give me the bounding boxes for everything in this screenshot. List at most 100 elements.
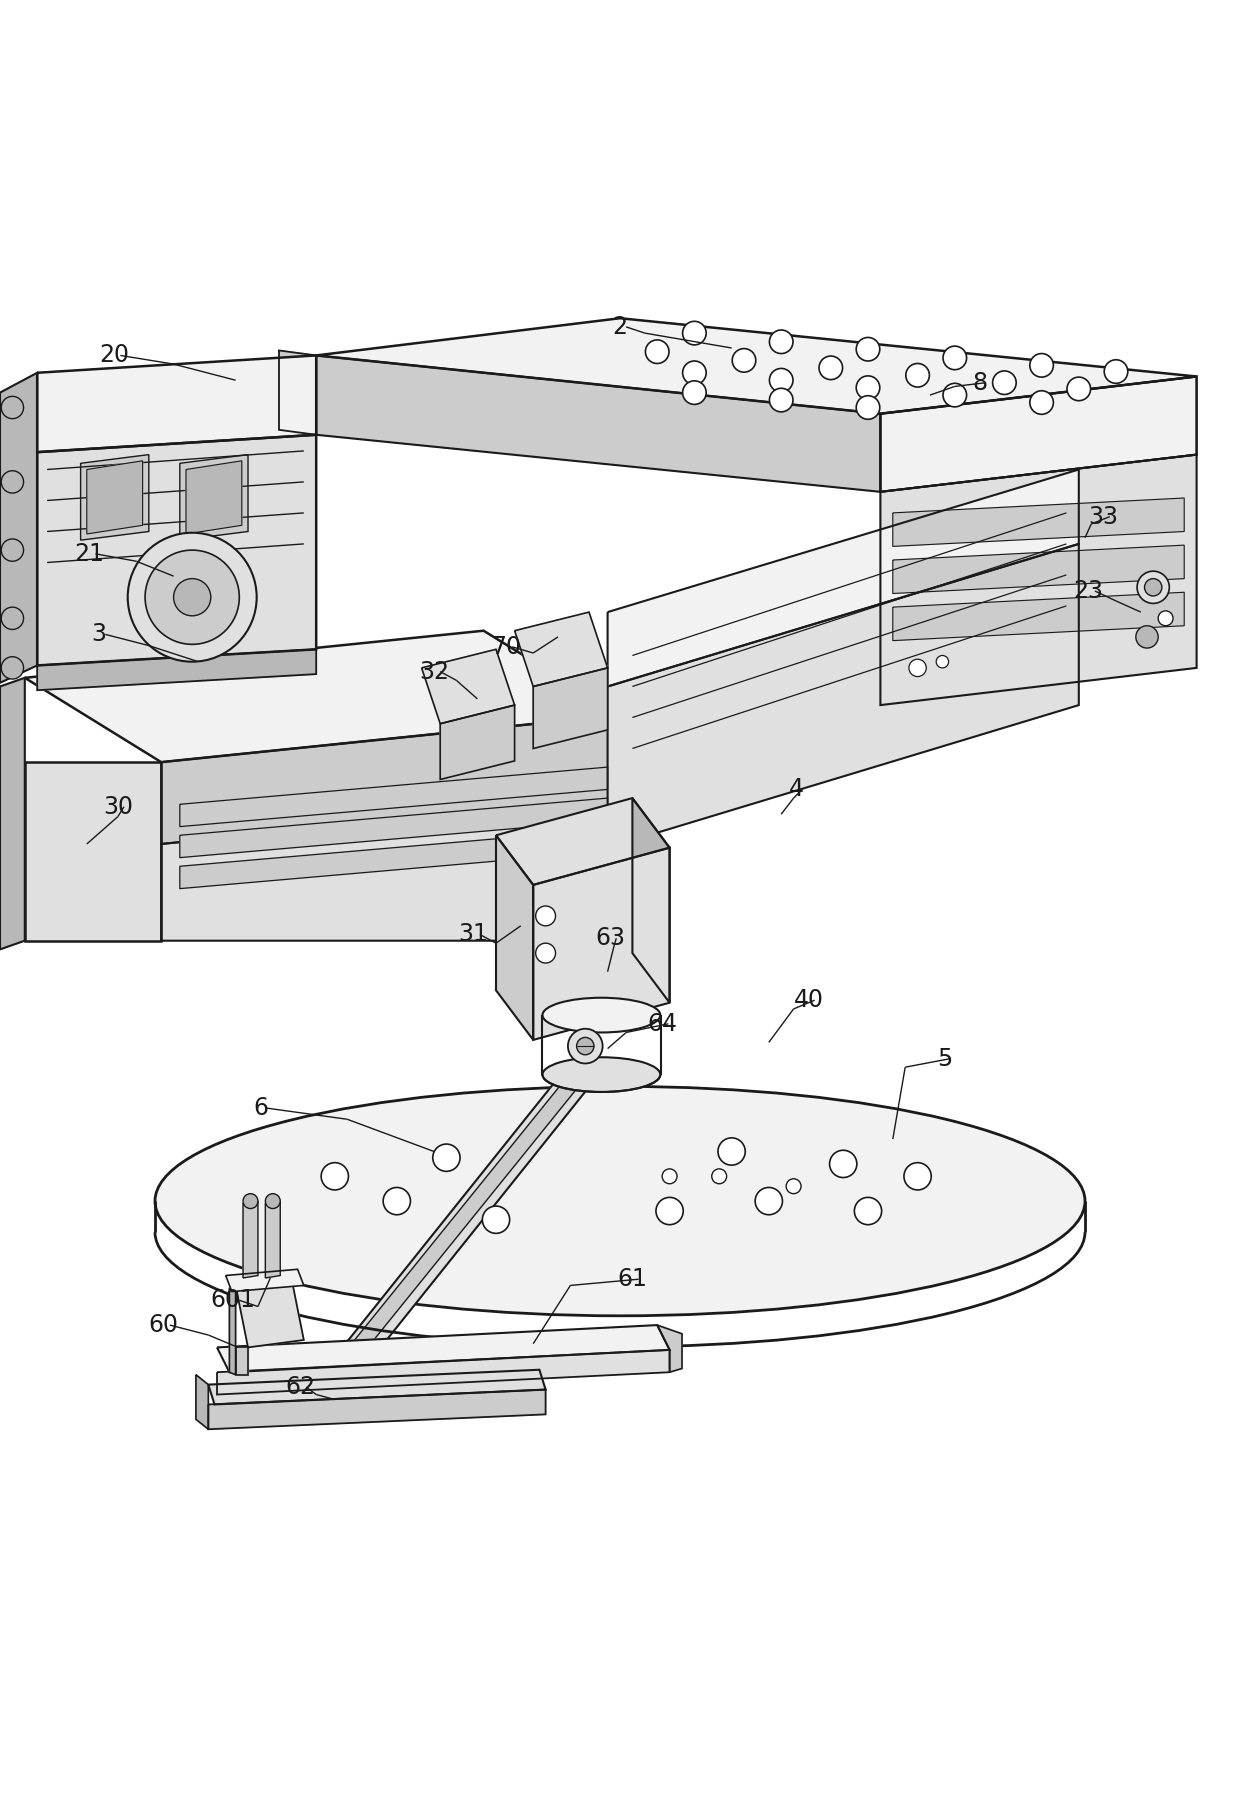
Circle shape [656, 1198, 683, 1225]
Text: 31: 31 [459, 923, 489, 947]
Circle shape [769, 389, 794, 412]
Text: 64: 64 [647, 1012, 677, 1035]
Circle shape [265, 1194, 280, 1209]
Circle shape [128, 533, 257, 661]
Circle shape [536, 943, 556, 963]
Polygon shape [880, 455, 1197, 705]
Polygon shape [657, 1325, 682, 1372]
Polygon shape [229, 1285, 236, 1375]
Circle shape [1029, 390, 1053, 414]
Text: 61: 61 [618, 1267, 647, 1292]
Polygon shape [236, 1348, 248, 1375]
Circle shape [1066, 378, 1091, 401]
Circle shape [856, 338, 880, 361]
Circle shape [944, 383, 967, 407]
Circle shape [905, 363, 930, 387]
Text: 40: 40 [794, 988, 823, 1012]
Circle shape [662, 1169, 677, 1184]
Circle shape [712, 1169, 727, 1184]
Polygon shape [893, 546, 1184, 593]
Ellipse shape [155, 1086, 1085, 1315]
Polygon shape [496, 799, 670, 885]
Polygon shape [243, 1202, 258, 1278]
Polygon shape [81, 455, 149, 540]
Circle shape [755, 1187, 782, 1214]
Polygon shape [180, 768, 608, 826]
Polygon shape [37, 356, 316, 452]
Circle shape [1145, 578, 1162, 596]
Text: 601: 601 [211, 1288, 255, 1312]
Circle shape [769, 369, 794, 392]
Polygon shape [226, 1269, 304, 1292]
Polygon shape [208, 1370, 546, 1404]
Polygon shape [893, 499, 1184, 546]
Circle shape [854, 1198, 882, 1225]
Circle shape [243, 1194, 258, 1209]
Text: 33: 33 [1089, 504, 1118, 529]
Circle shape [433, 1144, 460, 1171]
Polygon shape [161, 799, 620, 941]
Circle shape [536, 905, 556, 925]
Polygon shape [87, 461, 143, 535]
Ellipse shape [543, 997, 660, 1032]
Circle shape [993, 370, 1017, 394]
Circle shape [646, 340, 670, 363]
Polygon shape [440, 705, 515, 779]
Circle shape [1158, 611, 1173, 625]
Circle shape [1, 607, 24, 629]
Circle shape [732, 349, 755, 372]
Text: 70: 70 [491, 634, 521, 660]
Text: 2: 2 [613, 314, 627, 340]
Text: 4: 4 [789, 777, 804, 802]
Circle shape [909, 660, 926, 676]
Polygon shape [279, 351, 316, 435]
Text: 62: 62 [285, 1375, 315, 1399]
Circle shape [936, 656, 949, 669]
Circle shape [1, 396, 24, 419]
Polygon shape [37, 435, 316, 665]
Circle shape [383, 1187, 410, 1214]
Text: 23: 23 [1074, 578, 1104, 604]
Circle shape [568, 1028, 603, 1064]
Circle shape [683, 361, 707, 385]
Polygon shape [893, 593, 1184, 641]
Text: 32: 32 [419, 660, 449, 683]
Polygon shape [217, 1350, 670, 1395]
Circle shape [1, 656, 24, 679]
Polygon shape [324, 1063, 594, 1390]
Circle shape [1105, 360, 1128, 383]
Polygon shape [422, 649, 515, 723]
Circle shape [145, 549, 239, 645]
Polygon shape [0, 678, 25, 949]
Circle shape [856, 376, 880, 399]
Polygon shape [37, 649, 316, 690]
Circle shape [1136, 625, 1158, 649]
Circle shape [769, 331, 794, 354]
Circle shape [820, 356, 843, 379]
Polygon shape [316, 318, 1197, 414]
Polygon shape [316, 356, 880, 492]
Polygon shape [533, 669, 608, 748]
Polygon shape [608, 544, 1079, 847]
Polygon shape [208, 1390, 546, 1429]
Circle shape [856, 396, 880, 419]
Polygon shape [25, 763, 161, 941]
Text: 20: 20 [99, 343, 129, 367]
Polygon shape [265, 1202, 280, 1278]
Text: 8: 8 [972, 370, 987, 394]
Polygon shape [186, 461, 242, 535]
Text: 5: 5 [937, 1046, 952, 1070]
Polygon shape [236, 1278, 304, 1348]
Circle shape [1029, 354, 1053, 378]
Polygon shape [880, 376, 1197, 492]
Polygon shape [180, 455, 248, 540]
Circle shape [683, 381, 707, 405]
Ellipse shape [543, 1057, 660, 1091]
Text: 30: 30 [103, 795, 133, 819]
Circle shape [1, 472, 24, 493]
Polygon shape [515, 613, 608, 687]
Circle shape [718, 1138, 745, 1166]
Circle shape [786, 1178, 801, 1194]
Polygon shape [180, 829, 608, 889]
Circle shape [321, 1162, 348, 1191]
